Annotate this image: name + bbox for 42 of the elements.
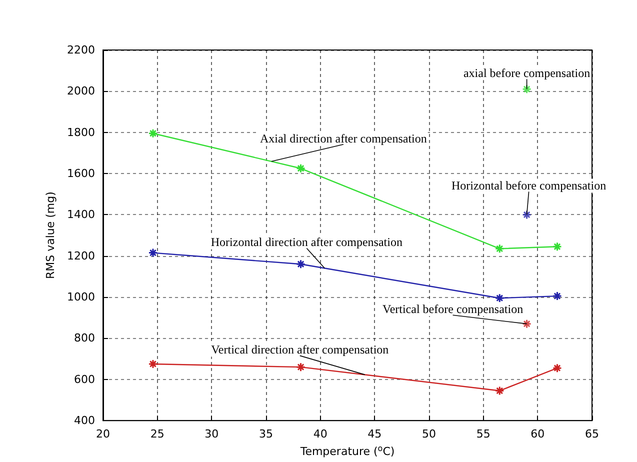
y-tick-label: 800 (74, 332, 95, 345)
point (494, 244, 504, 254)
y-tick-label: 1800 (67, 126, 95, 139)
y-tick-label: 1000 (67, 290, 95, 304)
y-tick-label: 1600 (67, 167, 95, 180)
x-tick-label: 40 (313, 428, 328, 441)
annotation: Horizontal direction after compensation (210, 235, 402, 250)
point (296, 259, 306, 269)
point (494, 293, 504, 303)
y-axis-title: RMS value (mg) (44, 192, 58, 280)
annotation: Vertical before compensation (382, 302, 524, 316)
annotation: Axial direction after compensation (260, 131, 427, 146)
point (522, 210, 532, 220)
x-tick-label: 35 (259, 428, 273, 441)
y-tick-label: 2000 (67, 84, 95, 98)
y-tick-label: 1400 (67, 208, 95, 222)
annotation: axial before compensation (463, 66, 590, 80)
point (296, 164, 306, 174)
point (522, 84, 532, 94)
point (148, 248, 158, 258)
x-tick-label: 20 (96, 428, 110, 441)
x-tick-label: 50 (422, 428, 436, 441)
x-tick-label: 45 (368, 428, 382, 441)
point (296, 362, 306, 372)
point (552, 363, 562, 373)
point (522, 319, 532, 329)
y-tick-label: 400 (74, 414, 95, 428)
point (148, 359, 158, 369)
point (148, 128, 158, 138)
x-tick-label: 60 (530, 428, 545, 441)
point (552, 242, 562, 252)
annotation: Horizontal before compensation (451, 178, 606, 193)
y-tick-label: 2200 (67, 44, 95, 56)
x-tick-label: 55 (476, 428, 490, 441)
y-tick-label: 600 (74, 372, 95, 386)
point (552, 291, 562, 301)
x-tick-label: 30 (204, 428, 219, 441)
annotation: Vertical direction after compensation (211, 342, 389, 357)
y-tick-label: 1200 (67, 249, 95, 262)
x-tick-label: 25 (150, 428, 164, 441)
point (494, 386, 504, 396)
x-tick-label: 65 (585, 428, 599, 441)
